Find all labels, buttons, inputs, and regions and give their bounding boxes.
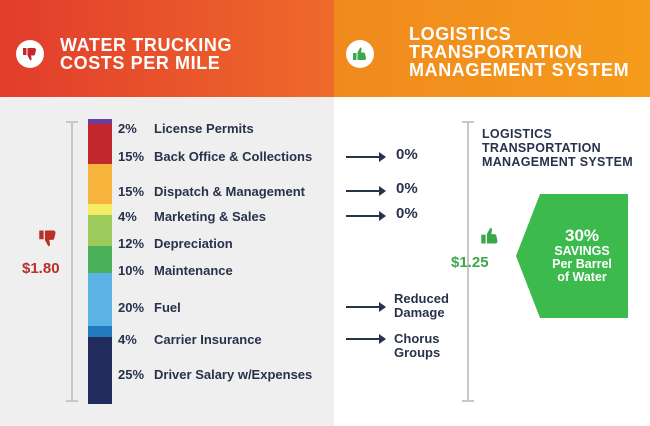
savings-line: of Water	[557, 270, 607, 284]
bar-segment	[88, 124, 112, 165]
system-label-line: MANAGEMENT SYSTEM	[482, 155, 633, 169]
result-insurance-line: Groups	[394, 345, 441, 360]
thumbs-down-icon	[16, 40, 44, 68]
arrow-insurance	[346, 334, 386, 344]
bar-segment	[88, 272, 112, 327]
arrow-back-office	[346, 152, 386, 162]
cost-row-label: License Permits	[154, 121, 254, 136]
savings-badge	[516, 194, 628, 318]
arrow-fuel	[346, 302, 386, 312]
savings-text: 30% SAVINGS Per Barrel of Water	[536, 227, 628, 284]
result-fuel-line: Damage	[394, 305, 445, 320]
system-label-line: LOGISTICS	[482, 127, 553, 141]
cost-row-percent: 2%	[118, 121, 137, 136]
header-left-title-line: WATER TRUCKING	[60, 35, 233, 55]
cost-row-percent: 15%	[118, 149, 145, 164]
left-bracket-top	[66, 121, 78, 123]
cost-row-percent: 10%	[118, 263, 145, 278]
bar-segment	[88, 336, 112, 404]
thumbs-up-icon	[346, 40, 374, 68]
result-fuel: Reduced Damage	[394, 292, 449, 320]
cost-row-label: Maintenance	[154, 263, 233, 278]
right-total-value: $1.25	[451, 254, 489, 271]
header-right-title-line: LOGISTICS	[409, 24, 512, 44]
header-right-title: LOGISTICS TRANSPORTATION MANAGEMENT SYST…	[409, 25, 649, 79]
result-marketing: 0%	[396, 205, 418, 222]
result-insurance: Chorus Groups	[394, 332, 440, 360]
cost-breakdown-panel	[0, 97, 334, 426]
left-total-thumbs-down-icon	[38, 228, 58, 248]
cost-row-label: Depreciation	[154, 236, 233, 251]
header-left: WATER TRUCKING COSTS PER MILE	[0, 0, 334, 97]
bar-segment	[88, 164, 112, 205]
cost-row-label: Marketing & Sales	[154, 209, 266, 224]
arrow-marketing	[346, 211, 386, 221]
cost-row-percent: 20%	[118, 300, 145, 315]
result-back-office: 0%	[396, 146, 418, 163]
cost-row-label: Driver Salary w/Expenses	[154, 367, 313, 382]
cost-row-percent: 12%	[118, 236, 145, 251]
header-right: LOGISTICS TRANSPORTATION MANAGEMENT SYST…	[334, 0, 650, 97]
right-total-thumbs-up-icon	[480, 226, 500, 246]
bar-segment	[88, 119, 112, 125]
arrow-dispatch	[346, 186, 386, 196]
bar-segment	[88, 214, 112, 247]
bar-segment	[88, 326, 112, 338]
cost-row-percent: 25%	[118, 367, 145, 382]
left-bracket-bottom	[66, 400, 78, 402]
cost-row-label: Fuel	[154, 300, 181, 315]
cost-row-label: Carrier Insurance	[154, 332, 262, 347]
right-bracket-bottom	[462, 400, 474, 402]
cost-row-label: Dispatch & Management	[154, 184, 305, 199]
right-bracket	[467, 121, 469, 402]
left-total-value: $1.80	[22, 260, 60, 277]
cost-row-percent: 4%	[118, 332, 137, 347]
system-label: LOGISTICS TRANSPORTATION MANAGEMENT SYST…	[482, 127, 633, 169]
result-insurance-line: Chorus	[394, 331, 440, 346]
savings-line: Per Barrel	[552, 257, 612, 271]
left-bracket	[71, 121, 73, 402]
savings-percent: 30%	[564, 226, 600, 245]
cost-row-percent: 4%	[118, 209, 137, 224]
header-right-title-line: TRANSPORTATION	[409, 42, 583, 62]
bar-segment	[88, 203, 112, 216]
cost-row-label: Back Office & Collections	[154, 149, 313, 164]
header-right-title-line: MANAGEMENT SYSTEM	[409, 60, 630, 80]
result-dispatch: 0%	[396, 180, 418, 197]
savings-line: SAVINGS	[554, 244, 610, 258]
result-fuel-line: Reduced	[394, 291, 449, 306]
right-bracket-top	[462, 121, 474, 123]
header-left-title-line: COSTS PER MILE	[60, 53, 221, 73]
header-left-title: WATER TRUCKING COSTS PER MILE	[60, 36, 320, 72]
cost-row-percent: 15%	[118, 184, 145, 199]
system-label-line: TRANSPORTATION	[482, 141, 602, 155]
bar-segment	[88, 246, 112, 274]
